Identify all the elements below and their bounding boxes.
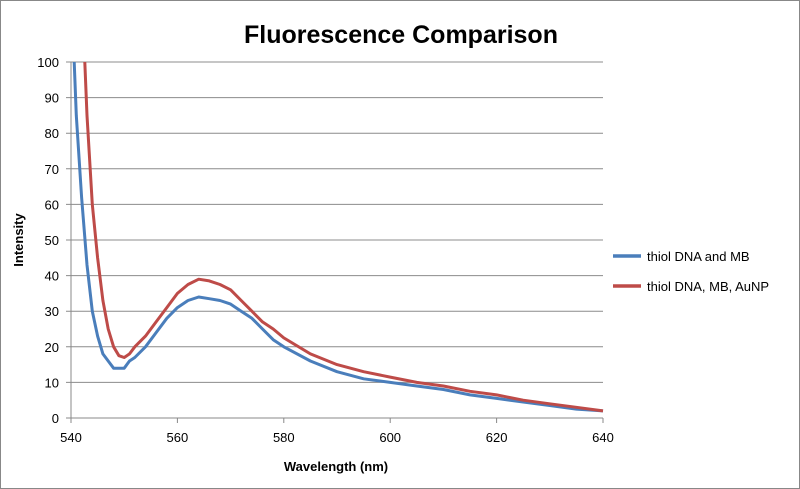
x-tick-label: 600 [379,430,401,445]
y-tick-label: 50 [45,233,59,248]
y-tick-label: 40 [45,269,59,284]
chart-title: Fluorescence Comparison [244,21,558,49]
x-tick-label: 580 [273,430,295,445]
x-axis-label: Wavelength (nm) [284,459,388,474]
y-tick-label: 30 [45,304,59,319]
y-tick-label: 20 [45,340,59,355]
y-tick-label: 60 [45,197,59,212]
y-axis-label: Intensity [11,213,26,267]
x-tick-label: 540 [60,430,82,445]
legend-label: thiol DNA and MB [647,249,750,264]
y-tick-label: 80 [45,126,59,141]
y-tick-label: 70 [45,162,59,177]
y-tick-label: 10 [45,375,59,390]
x-tick-label: 640 [592,430,614,445]
x-tick-label: 620 [486,430,508,445]
series-line-1 [72,61,604,413]
x-tick-label: 560 [167,430,189,445]
series-line-2 [83,61,604,413]
y-tick-label: 100 [37,55,59,70]
y-tick-label: 0 [52,411,59,426]
legend-label: thiol DNA, MB, AuNP [647,279,769,294]
y-tick-label: 90 [45,91,59,106]
